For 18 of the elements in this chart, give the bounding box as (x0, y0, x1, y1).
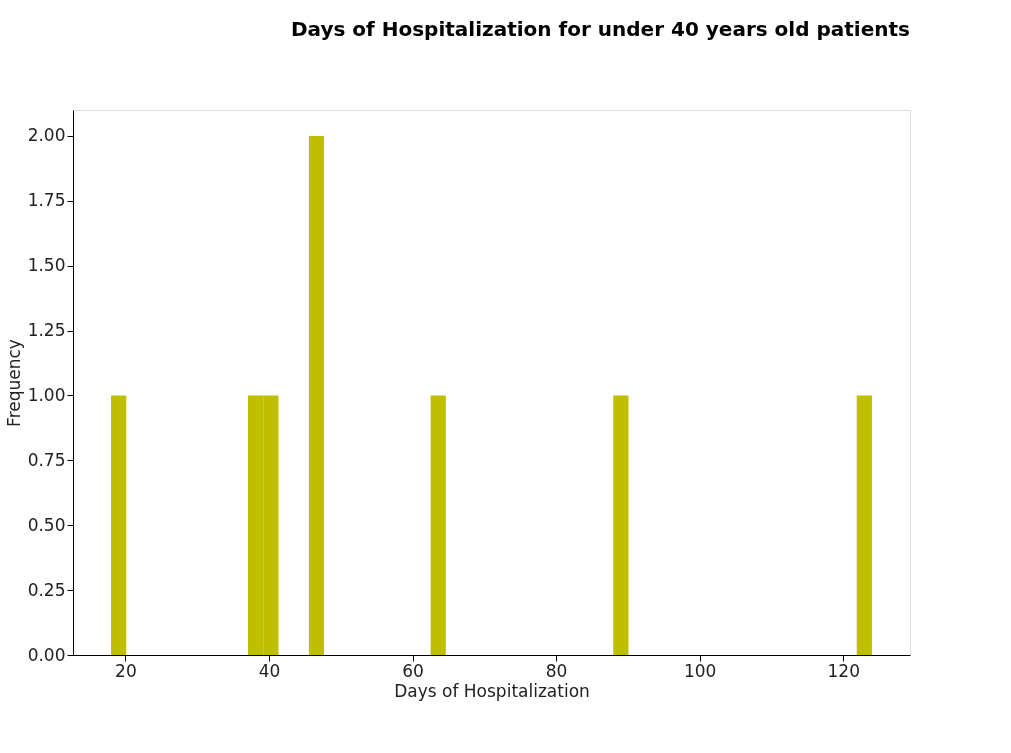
x-tick-label: 100 (683, 660, 717, 681)
y-tick-label: 0.00 (27, 644, 66, 665)
y-tick-label: 0.75 (27, 449, 66, 470)
y-tick-label: 1.75 (27, 190, 66, 211)
y-tick-label: 1.50 (27, 255, 66, 276)
x-tick-label: 120 (827, 660, 860, 681)
x-tick-label: 20 (115, 660, 137, 681)
chart-title: Days of Hospitalization for under 40 years old patients (290, 17, 910, 41)
y-tick-label: 0.25 (27, 579, 66, 600)
x-tick-label: 80 (545, 660, 568, 681)
y-tick-label: 1.25 (27, 320, 66, 341)
y-tick-label: 0.50 (27, 514, 66, 535)
x-tick-label: 40 (258, 660, 281, 681)
y-tick-label: 1.00 (27, 384, 66, 405)
x-tick-label: 60 (402, 660, 424, 681)
y-axis-title: Frequency (3, 339, 24, 427)
y-tick-label: 2.00 (27, 125, 66, 146)
x-axis-title: Days of Hospitalization (394, 680, 590, 701)
